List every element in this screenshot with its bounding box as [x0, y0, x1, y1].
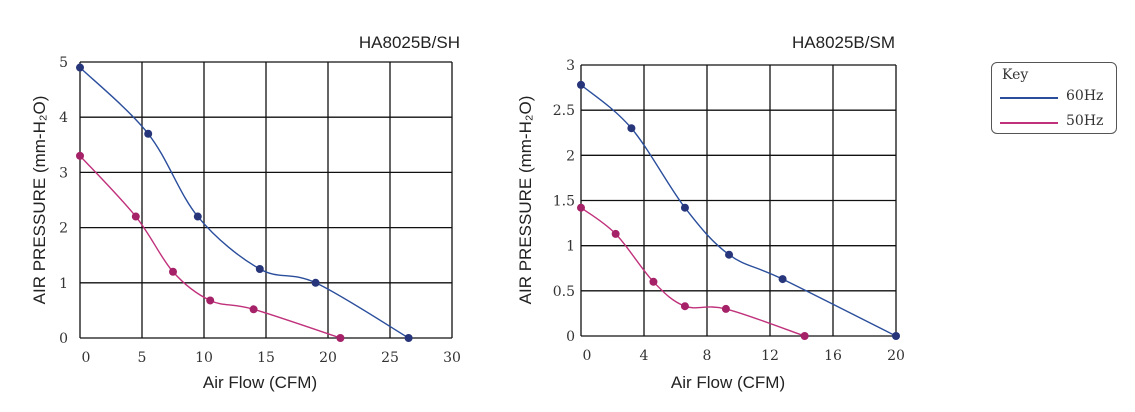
x-tick-label: 30	[443, 350, 461, 366]
chart-sh-svg: 0 5 10 15 20 25 30 0 1 2 3 4 5 HA8025B/SH Air Flow (CF…	[30, 33, 461, 392]
y-tick-label: 1	[566, 239, 575, 255]
y-tick-label: 0.5	[553, 284, 575, 300]
y-tick-label: 3	[59, 165, 68, 181]
legend-swatch-50hz	[1000, 122, 1058, 124]
x-tick-label: 12	[761, 348, 779, 364]
series-line-50hz	[79, 155, 341, 339]
y-axis-label: AIR PRESSURE (mm-H₂O)	[516, 96, 535, 305]
chart-title: HA8025B/SH	[359, 33, 460, 52]
grid-sh	[79, 61, 453, 339]
data-point-50hz	[680, 302, 689, 311]
x-tick-label: 8	[703, 348, 712, 364]
data-point-50hz	[169, 267, 177, 276]
y-tick-label: 1.5	[553, 194, 575, 210]
data-point-60hz	[311, 278, 320, 287]
x-tick-label: 0	[583, 348, 592, 364]
data-point-50hz	[611, 229, 620, 238]
y-tick-label: 5	[59, 55, 68, 71]
x-tick-label: 25	[381, 350, 399, 366]
legend-swatch-60hz	[1000, 97, 1058, 99]
data-point-60hz	[892, 332, 900, 340]
data-point-50hz	[206, 296, 215, 305]
data-point-60hz	[193, 212, 202, 221]
x-tick-label: 4	[640, 348, 649, 364]
x-tick-label: 20	[887, 348, 905, 364]
x-tick-label: 20	[319, 350, 337, 366]
x-tick-label: 16	[824, 348, 842, 364]
series-line-60hz	[580, 84, 897, 337]
data-point-50hz	[131, 212, 140, 221]
data-point-60hz	[404, 334, 413, 342]
y-tick-label: 3	[566, 58, 575, 74]
legend-label-50hz: 50Hz	[1066, 113, 1104, 129]
grid-sm	[580, 64, 897, 337]
data-point-60hz	[577, 80, 585, 89]
chart-title: HA8025B/SM	[792, 33, 895, 52]
y-tick-label: 2	[566, 148, 575, 164]
series-line-50hz	[580, 207, 805, 337]
y-tick-label: 2	[59, 221, 68, 237]
legend-item-60hz: 60Hz	[1000, 88, 1112, 106]
legend-title: Key	[1002, 67, 1029, 83]
chart-ha8025b-sm: 0 4 8 12 16 20 0 0.5 1 1.5 2 2.5 3 HA8025B/SM Air Flow…	[505, 0, 925, 412]
y-tick-label: 2.5	[553, 103, 575, 119]
x-tick-label: 0	[82, 350, 91, 366]
data-point-60hz	[255, 265, 264, 273]
chart-sm-svg: 0 4 8 12 16 20 0 0.5 1 1.5 2 2.5 3 HA8025B/SM Air Flow…	[516, 33, 905, 392]
x-axis-label: Air Flow (CFM)	[671, 373, 785, 392]
y-axis-label: AIR PRESSURE (mm-H₂O)	[30, 96, 49, 305]
data-point-50hz	[249, 305, 258, 314]
legend-item-50hz: 50Hz	[1000, 113, 1112, 131]
legend-label-60hz: 60Hz	[1066, 88, 1104, 104]
data-point-50hz	[800, 332, 809, 340]
x-tick-label: 10	[195, 350, 213, 366]
y-tick-label: 4	[59, 110, 68, 126]
data-point-60hz	[627, 124, 636, 133]
series-line-60hz	[79, 67, 409, 339]
data-point-50hz	[649, 277, 658, 286]
y-tick-label: 1	[59, 276, 68, 292]
data-point-50hz	[577, 203, 585, 212]
data-point-50hz	[336, 334, 345, 342]
data-point-60hz	[76, 63, 84, 72]
chart-ha8025b-sh: 0 5 10 15 20 25 30 0 1 2 3 4 5 HA8025B/SH Air Flow (CF…	[0, 0, 500, 412]
y-tick-label: 0	[566, 329, 575, 345]
legend: Key 60Hz 50Hz	[991, 62, 1117, 134]
x-tick-label: 5	[138, 350, 147, 366]
data-point-50hz	[76, 151, 84, 160]
data-point-60hz	[680, 203, 689, 212]
y-tick-label: 0	[59, 331, 68, 347]
data-point-60hz	[778, 275, 787, 284]
data-point-50hz	[721, 304, 730, 313]
x-tick-label: 15	[257, 350, 275, 366]
data-point-60hz	[144, 129, 153, 138]
x-axis-label: Air Flow (CFM)	[203, 373, 317, 392]
data-point-60hz	[725, 250, 734, 259]
